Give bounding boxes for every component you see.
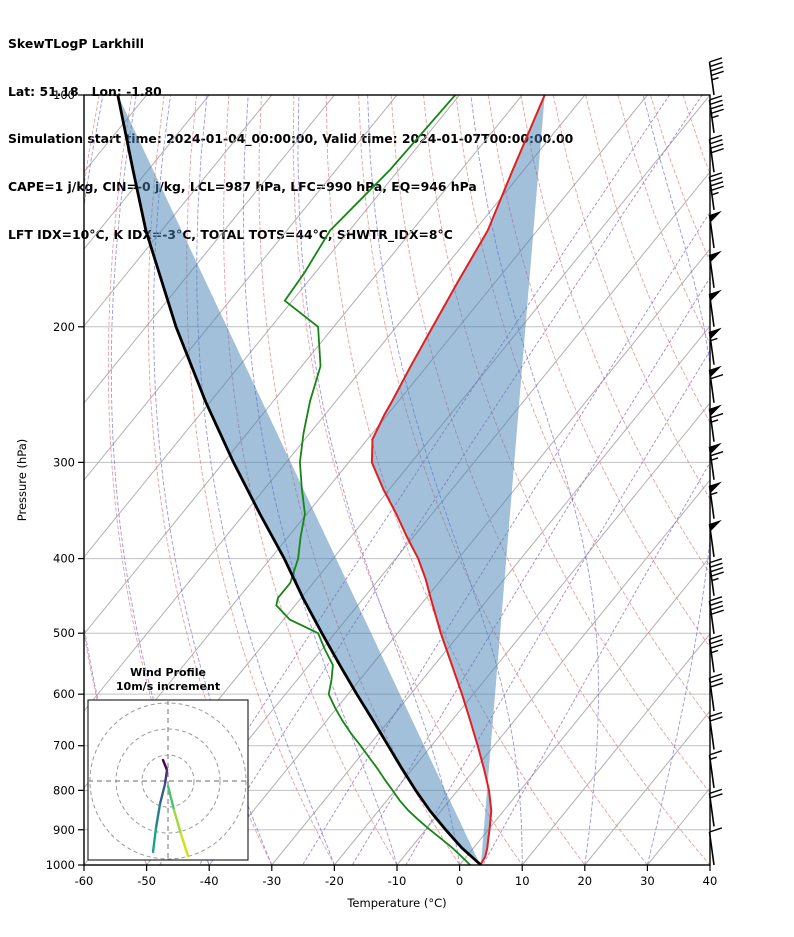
svg-text:-60: -60 (75, 874, 94, 888)
wind-barbs (708, 57, 724, 866)
svg-text:600: 600 (53, 687, 75, 701)
axes-frame: -60 -50 -40 -30 -20 -10 0 10 20 30 40 100 200 300 400 5… (46, 88, 718, 888)
y-axis-label: Pressure (hPa) (15, 438, 29, 522)
hodograph-segment (172, 808, 183, 836)
svg-text:0: 0 (456, 874, 463, 888)
dewpoint-curve (275, 95, 471, 865)
svg-text:-20: -20 (325, 874, 344, 888)
hodograph-segment (179, 832, 190, 858)
inset-title-line2: 10m/s increment (115, 680, 221, 693)
wind-profile-inset-title: Wind Profile 10m/s increment (88, 666, 248, 694)
wind-profile-inset (87, 699, 249, 861)
chart-title: SkewTLogP Larkhill (8, 35, 144, 51)
hodograph-segment (161, 758, 169, 772)
svg-text:-10: -10 (388, 874, 407, 888)
hodograph-segment (154, 802, 162, 830)
hodograph-segment (151, 826, 158, 854)
svg-text:300: 300 (53, 455, 75, 469)
sounding-curves (116, 95, 546, 865)
svg-text:500: 500 (53, 626, 75, 640)
svg-text:800: 800 (53, 783, 75, 797)
svg-text:200: 200 (53, 320, 75, 334)
svg-text:-50: -50 (137, 874, 156, 888)
hodograph-segment (158, 782, 167, 806)
svg-text:-30: -30 (262, 874, 281, 888)
svg-text:100: 100 (53, 88, 75, 102)
svg-text:1000: 1000 (46, 858, 75, 872)
svg-text:400: 400 (53, 552, 75, 566)
indices-line-2: LFT IDX=10°C, K IDX=-3°C, TOTAL TOTS=44°… (8, 226, 453, 242)
parcel-curve (116, 95, 482, 865)
cin-shaded-area (117, 95, 545, 865)
temperature-curve (370, 95, 546, 865)
hodograph-segment (163, 768, 169, 786)
svg-text:-40: -40 (200, 874, 219, 888)
x-axis-label: Temperature (°C) (347, 896, 447, 910)
svg-text:10: 10 (515, 874, 530, 888)
inset-title-line1: Wind Profile (130, 666, 206, 679)
svg-text:30: 30 (640, 874, 655, 888)
svg-text:20: 20 (577, 874, 592, 888)
hodograph-segment (166, 784, 176, 812)
svg-text:900: 900 (53, 823, 75, 837)
svg-text:700: 700 (53, 739, 75, 753)
svg-text:40: 40 (703, 874, 718, 888)
